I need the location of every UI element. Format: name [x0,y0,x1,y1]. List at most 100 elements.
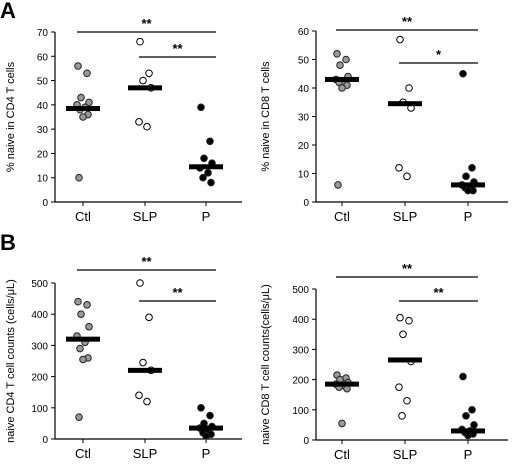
data-point-p [462,172,470,181]
median-bar-ctl [66,336,100,342]
x-tick-label: P [464,447,473,462]
x-tick-label: SLP [133,209,158,224]
data-point-slp [405,316,413,325]
data-point-slp [145,69,153,78]
y-tick-label: 10 [298,170,310,181]
median-bar-slp [388,101,422,107]
significance-label: ** [172,41,183,56]
significance-label: ** [172,285,183,300]
x-tick-label: Ctl [334,209,350,224]
data-point-ctl [75,413,83,421]
data-point-slp [396,35,404,44]
x-tick-label: Ctl [75,446,91,461]
data-point-slp [403,172,411,181]
median-bar-slp [128,85,162,91]
data-point-p [207,178,215,187]
data-point-slp [143,122,151,131]
data-point-p [199,173,207,182]
y-tick-label: 0 [303,436,309,447]
data-point-p [197,103,205,112]
median-bar-p [189,425,223,431]
data-point-p [197,404,205,412]
significance-label: ** [402,261,413,276]
data-point-p [462,412,470,420]
data-point-ctl [338,84,346,92]
data-point-slp [405,84,413,92]
data-point-ctl [76,344,84,353]
y-axis-title: naive CD4 T cell counts (cells/μL) [5,279,17,443]
y-tick-label: 100 [31,404,48,415]
y-tick-label: 20 [37,149,49,160]
y-axis-title: naive CD8 T cell counts(cells/μL) [260,284,272,445]
y-tick-label: 100 [292,406,309,417]
median-bar-slp [128,367,162,373]
data-point-p [206,411,214,420]
x-tick-label: P [202,209,211,224]
y-tick-label: 300 [31,341,48,352]
data-point-ctl [83,301,91,309]
median-bar-p [189,164,223,170]
y-tick-label: 0 [42,198,48,209]
data-point-slp [395,164,403,172]
median-bar-ctl [66,106,100,111]
data-point-ctl [75,173,83,182]
x-tick-label: Ctl [75,209,91,224]
y-tick-label: 50 [37,77,49,88]
data-point-slp [403,396,411,405]
data-point-ctl [85,322,93,331]
y-tick-label: 40 [37,101,49,112]
data-point-p [202,432,210,440]
y-tick-label: 50 [298,56,310,67]
data-point-p [464,186,472,195]
data-point-p [470,421,478,429]
data-point-slp [398,412,406,420]
significance-label: ** [433,285,444,300]
data-point-ctl [83,69,91,78]
y-tick-label: 30 [298,113,310,124]
y-tick-label: 40 [298,84,310,95]
data-point-p [468,164,476,172]
y-tick-label: 10 [37,174,49,185]
data-point-ctl [79,355,87,364]
data-point-p [204,169,212,177]
data-point-ctl [79,113,87,121]
y-tick-label: 200 [31,373,48,384]
data-point-ctl [336,61,344,69]
data-point-slp [135,118,143,126]
data-point-ctl [342,55,350,64]
x-tick-label: P [202,446,211,461]
data-point-slp [145,313,153,322]
data-point-slp [139,76,147,85]
median-bar-ctl [325,76,359,82]
y-tick-label: 60 [298,27,310,38]
median-bar-p [451,182,485,188]
data-point-p [459,372,467,381]
y-tick-label: 500 [292,285,309,296]
significance-label: * [436,47,442,62]
y-axis-title: % naive in CD4 T cells [5,61,17,172]
data-point-ctl [338,419,346,428]
y-tick-label: 60 [37,52,49,63]
data-point-ctl [333,50,341,58]
data-point-slp [139,358,147,367]
significance-label: ** [141,16,152,31]
y-tick-label: 400 [292,315,309,326]
data-point-p [459,69,467,78]
data-point-p [468,406,476,414]
y-tick-label: 500 [31,279,48,290]
data-point-slp [136,279,144,287]
data-point-slp [395,383,403,391]
y-tick-label: 20 [298,141,310,152]
data-point-slp [135,391,143,400]
data-point-ctl [77,310,85,319]
significance-label: ** [402,14,413,29]
panel-label-b: B [0,230,16,255]
data-point-slp [136,37,144,46]
data-point-ctl [77,93,85,102]
y-axis-title: % naive in CD8 T cells [260,61,272,172]
data-point-ctl [85,98,93,107]
y-tick-label: 30 [37,125,49,136]
x-tick-label: SLP [393,447,418,462]
data-point-slp [143,397,151,406]
